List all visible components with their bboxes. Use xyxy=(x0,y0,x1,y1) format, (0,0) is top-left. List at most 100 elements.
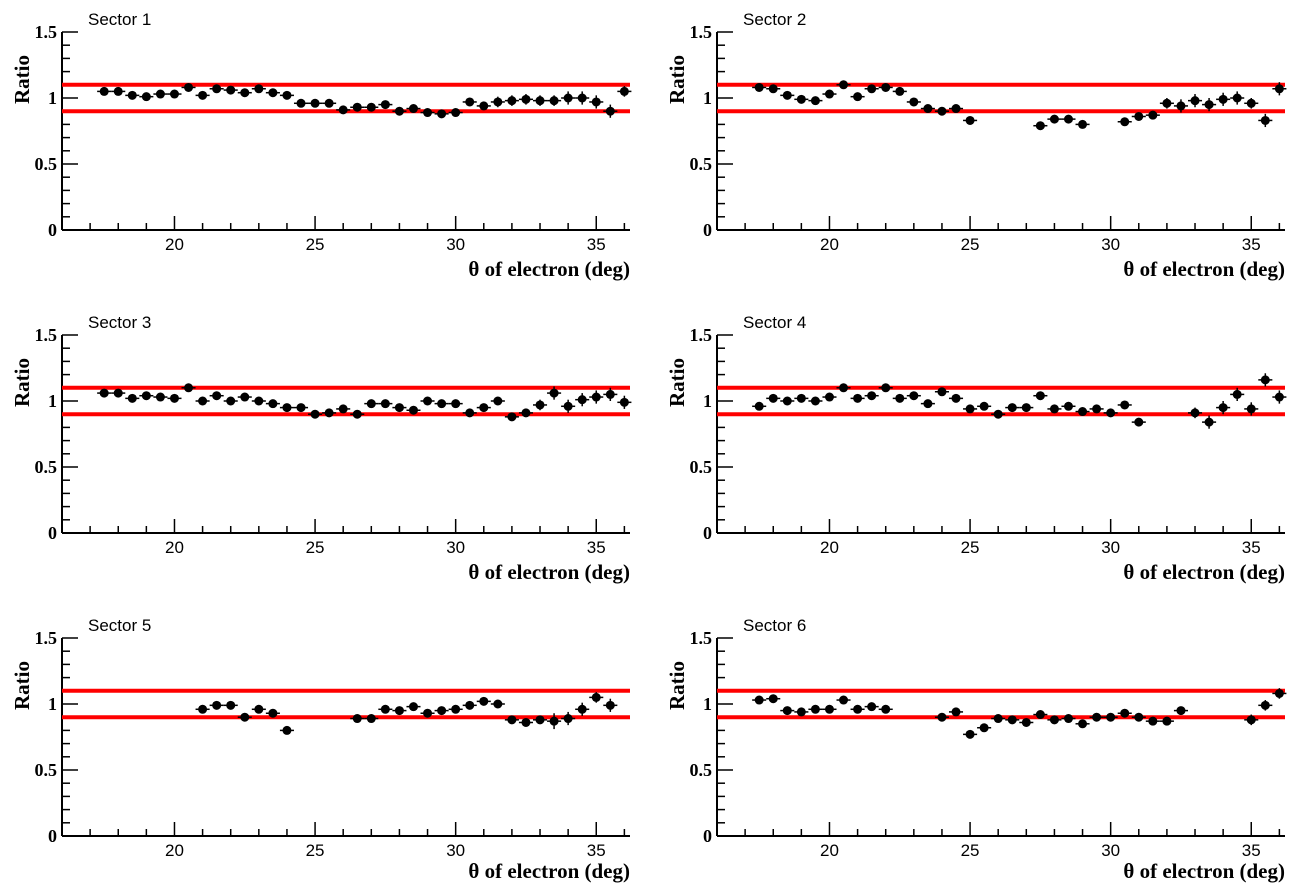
y-tick-label: 1 xyxy=(703,694,712,714)
data-marker xyxy=(1232,93,1242,103)
x-axis-title: θ of electron (deg) xyxy=(468,859,630,883)
data-point xyxy=(1061,401,1076,411)
data-marker xyxy=(1218,94,1228,104)
y-tick-label: 0.5 xyxy=(690,457,713,477)
data-marker xyxy=(810,704,820,714)
data-marker xyxy=(408,702,418,712)
data-point xyxy=(279,90,294,100)
data-point xyxy=(617,86,632,97)
x-tick-label: 25 xyxy=(306,538,325,557)
data-marker xyxy=(1274,84,1284,94)
data-point xyxy=(808,396,823,406)
data-marker xyxy=(1063,401,1073,411)
data-marker xyxy=(268,399,278,409)
data-point xyxy=(864,391,879,401)
data-point xyxy=(406,405,421,415)
data-marker xyxy=(198,396,208,406)
data-marker xyxy=(796,707,806,717)
data-point xyxy=(1005,403,1020,413)
y-tick-label: 1 xyxy=(48,391,57,411)
data-point xyxy=(532,715,548,725)
data-marker xyxy=(1120,708,1130,718)
data-point xyxy=(265,399,280,409)
data-marker xyxy=(754,695,764,705)
data-marker xyxy=(380,704,390,714)
data-point xyxy=(1159,98,1174,109)
data-marker xyxy=(99,388,109,398)
y-tick-label: 1.5 xyxy=(690,22,713,42)
data-marker xyxy=(465,97,475,107)
data-point xyxy=(1159,716,1174,726)
data-marker xyxy=(169,89,179,99)
data-point xyxy=(906,391,921,401)
data-point xyxy=(892,393,907,403)
data-marker xyxy=(1049,114,1059,124)
data-point xyxy=(181,82,196,92)
data-point xyxy=(448,108,463,118)
x-axis-title: θ of electron (deg) xyxy=(468,257,630,281)
x-tick-label: 35 xyxy=(1242,841,1261,860)
data-point xyxy=(125,393,140,403)
data-marker xyxy=(1035,710,1045,720)
data-point xyxy=(836,80,851,90)
data-point xyxy=(991,714,1006,724)
data-point xyxy=(934,387,949,397)
data-point xyxy=(547,713,562,730)
data-marker xyxy=(437,706,447,716)
data-marker xyxy=(895,86,905,96)
data-marker xyxy=(338,404,348,414)
data-point xyxy=(1131,417,1146,427)
data-point xyxy=(420,108,435,118)
data-marker xyxy=(282,403,292,413)
data-marker xyxy=(923,399,933,409)
data-marker xyxy=(394,706,404,716)
data-point xyxy=(251,84,266,94)
data-marker xyxy=(605,389,615,399)
data-marker xyxy=(619,86,629,96)
y-tick-label: 1 xyxy=(48,88,57,108)
data-point xyxy=(504,95,519,106)
data-marker xyxy=(768,84,778,94)
y-tick-label: 1.5 xyxy=(690,325,713,345)
data-point xyxy=(350,102,365,112)
data-marker xyxy=(1092,404,1102,414)
x-tick-label: 35 xyxy=(587,841,606,860)
data-point xyxy=(547,95,562,106)
data-marker xyxy=(768,393,778,403)
data-marker xyxy=(619,397,629,407)
data-marker xyxy=(437,399,447,409)
data-point xyxy=(223,396,238,406)
y-axis-title: Ratio xyxy=(665,661,689,710)
data-marker xyxy=(493,97,503,107)
data-point xyxy=(504,412,519,422)
data-point xyxy=(1131,111,1146,121)
data-marker xyxy=(1063,714,1073,724)
data-point xyxy=(878,383,893,393)
data-marker xyxy=(867,84,877,94)
y-tick-label: 0.5 xyxy=(690,760,713,780)
data-point xyxy=(237,712,252,722)
data-point xyxy=(1033,710,1048,720)
data-point xyxy=(518,408,533,418)
panel-sector-3: Sector 3 Ratio θ of electron (deg) 0 0.5 1… xyxy=(10,313,632,584)
data-point xyxy=(991,409,1006,419)
data-marker xyxy=(1148,716,1158,726)
data-point xyxy=(364,399,379,409)
data-marker xyxy=(810,96,820,106)
data-marker xyxy=(965,729,975,739)
data-marker xyxy=(141,92,151,102)
data-marker xyxy=(479,101,489,111)
y-tick-label: 0 xyxy=(703,220,712,240)
panel-sector-6: Sector 6 Ratio θ of electron (deg) 0 0.5 1… xyxy=(665,616,1287,883)
data-point xyxy=(420,396,435,406)
data-marker xyxy=(923,104,933,114)
data-point xyxy=(1272,390,1287,404)
data-marker xyxy=(296,98,306,108)
panel-title: Sector 1 xyxy=(88,10,151,29)
data-marker xyxy=(549,388,559,398)
data-point xyxy=(420,708,435,718)
data-point xyxy=(195,90,210,100)
y-axis-title: Ratio xyxy=(665,55,689,104)
data-marker xyxy=(310,98,320,108)
data-marker xyxy=(839,80,849,90)
